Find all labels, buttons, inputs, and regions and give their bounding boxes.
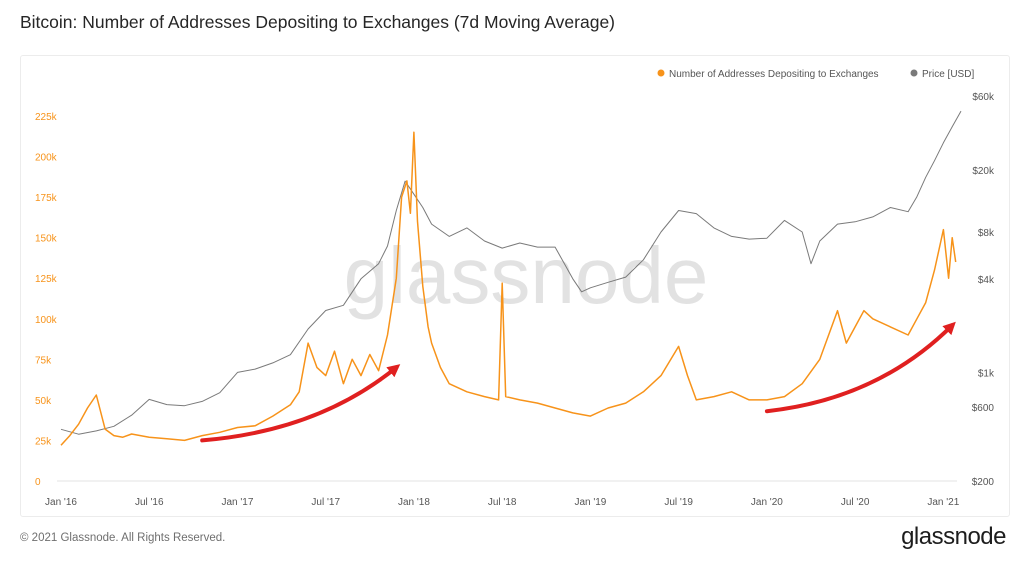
left-axis-tick-label: 25k	[35, 436, 52, 447]
left-axis-tick-label: 225k	[35, 112, 58, 123]
right-y-axis: $200 $600 $1k $4k $8k $20k $60k	[972, 92, 995, 488]
x-axis-tick-label: Jul '20	[841, 497, 870, 508]
page-title: Bitcoin: Number of Addresses Depositing …	[20, 12, 615, 32]
left-axis-tick-label: 175k	[35, 193, 58, 204]
left-axis-tick-label: 0	[35, 477, 41, 488]
legend-item-price[interactable]: Price [USD]	[910, 69, 975, 80]
left-axis-tick-label: 200k	[35, 153, 58, 164]
x-axis-tick-label: Jul '17	[311, 497, 340, 508]
x-axis: Jan '16 Jul '16 Jan '17 Jul '17 Jan '18 Jul '…	[45, 497, 960, 508]
left-axis-tick-label: 125k	[35, 274, 58, 285]
trend-arrow	[200, 364, 401, 443]
right-axis-tick-label: $20k	[972, 166, 995, 177]
left-y-axis: 0 25k 50k 75k 100k 125k 150k 175k 200k 225k	[35, 112, 58, 488]
right-axis-tick-label: $200	[972, 477, 995, 488]
left-axis-tick-label: 150k	[35, 234, 58, 245]
price-usd-line	[60, 110, 962, 435]
legend-swatch-deposits	[657, 69, 665, 77]
copyright-notice: © 2021 Glassnode. All Rights Reserved.	[20, 532, 226, 544]
trend-arrow	[764, 321, 956, 414]
x-axis-tick-label: Jan '18	[398, 497, 430, 508]
legend-label-deposits: Number of Addresses Depositing to Exchan…	[669, 69, 879, 80]
x-axis-tick-label: Jan '17	[222, 497, 254, 508]
x-axis-tick-label: Jan '19	[574, 497, 606, 508]
x-axis-tick-label: Jul '16	[135, 497, 164, 508]
x-axis-tick-label: Jul '18	[488, 497, 517, 508]
legend-item-deposits[interactable]: Number of Addresses Depositing to Exchan…	[657, 69, 879, 80]
trend-arrows	[200, 321, 956, 443]
right-axis-tick-label: $1k	[978, 368, 995, 379]
right-axis-tick-label: $600	[972, 403, 995, 414]
deposit-addresses-line	[60, 131, 957, 446]
left-axis-tick-label: 100k	[35, 315, 58, 326]
x-axis-tick-label: Jul '19	[664, 497, 693, 508]
left-axis-tick-label: 75k	[35, 355, 52, 366]
right-axis-tick-label: $60k	[972, 92, 995, 103]
legend: Number of Addresses Depositing to Exchan…	[657, 69, 975, 80]
glassnode-logo[interactable]: glassnode	[901, 523, 1006, 550]
right-axis-tick-label: $8k	[978, 228, 995, 239]
x-axis-tick-label: Jan '20	[751, 497, 783, 508]
chart-panel: glassnode 0 25k 50k 75k 100k 125k 150k 175k 200k…	[20, 55, 1010, 517]
x-axis-tick-label: Jan '16	[45, 497, 77, 508]
legend-label-price: Price [USD]	[922, 69, 974, 80]
chart-watermark: glassnode	[344, 231, 709, 320]
left-axis-tick-label: 50k	[35, 396, 52, 407]
chart-svg: glassnode 0 25k 50k 75k 100k 125k 150k 175k 200k…	[35, 69, 995, 508]
right-axis-tick-label: $4k	[978, 275, 995, 286]
x-axis-tick-label: Jan '21	[927, 497, 959, 508]
legend-swatch-price	[910, 69, 918, 77]
